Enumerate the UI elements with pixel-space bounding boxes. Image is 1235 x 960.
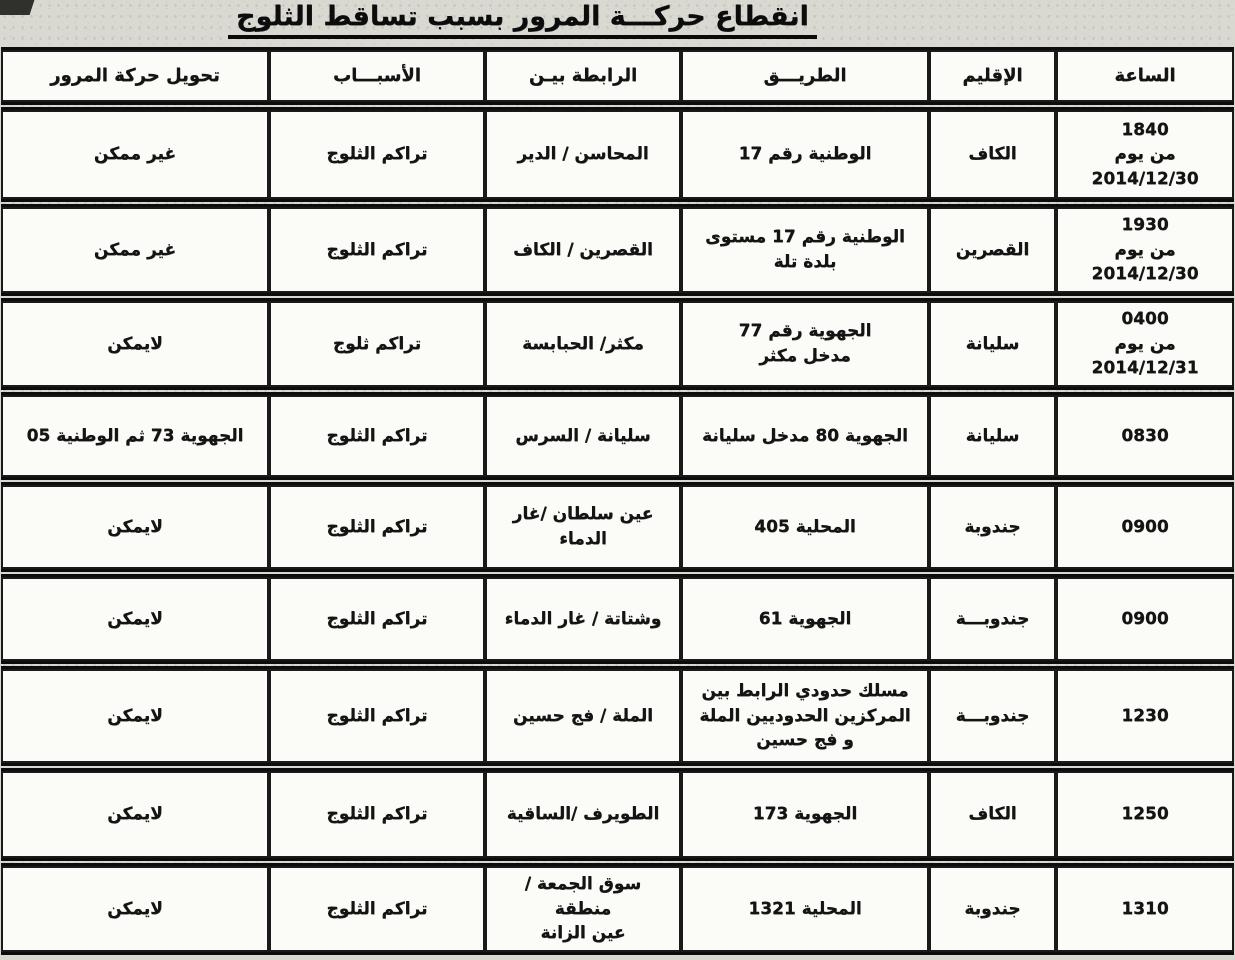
cell-region: الكاف — [929, 110, 1056, 199]
cell-time: 0400 من يوم 2014/12/31 — [1056, 301, 1234, 387]
cell-region: سليانة — [929, 301, 1056, 387]
cell-road: الجهوية 80 مدخل سليانة — [681, 395, 929, 477]
cell-diversion: غير ممكن — [1, 110, 269, 199]
header-cell-diversion: تحويل حركة المرور — [1, 50, 269, 102]
table-header-row: الساعة الإقليم الطريـــق الرابطة بيـن ال… — [1, 47, 1234, 105]
cell-link: سوق الجمعة / منطقة عين الزانة — [485, 866, 681, 952]
cell-time: 1230 — [1056, 669, 1234, 763]
header-cell-time: الساعة — [1056, 50, 1234, 102]
cell-diversion: لايمكن — [1, 771, 269, 858]
cell-diversion: الجهوية 73 ثم الوطنية 05 — [1, 395, 269, 477]
cell-diversion: لايمكن — [1, 577, 269, 661]
cell-region: جندوبـــة — [929, 669, 1056, 763]
table-row: 1840 من يوم 2014/12/30 الكاف الوطنية رقم… — [1, 107, 1234, 202]
cell-time: 1930 من يوم 2014/12/30 — [1056, 207, 1234, 293]
cell-region: جندوبـــة — [929, 577, 1056, 661]
header-cell-region: الإقليم — [929, 50, 1056, 102]
cell-time: 0830 — [1056, 395, 1234, 477]
cell-link: مكثر/ الحبابسة — [485, 301, 681, 387]
table-row: 0900 جندوبة المحلية 405 عين سلطان /غار ا… — [1, 482, 1234, 572]
cell-cause: تراكم ثلوج — [269, 301, 485, 387]
cell-link: القصرين / الكاف — [485, 207, 681, 293]
cell-link: وشتاتة / غار الدماء — [485, 577, 681, 661]
cell-region: الكاف — [929, 771, 1056, 858]
table-row: 0900 جندوبـــة الجهوية 61 وشتاتة / غار ا… — [1, 574, 1234, 664]
cell-diversion: لايمكن — [1, 485, 269, 569]
cell-road: الوطنية رقم 17 — [681, 110, 929, 199]
cell-diversion: غير ممكن — [1, 207, 269, 293]
cell-time: 1840 من يوم 2014/12/30 — [1056, 110, 1234, 199]
cell-link: عين سلطان /غار الدماء — [485, 485, 681, 569]
cell-diversion: لايمكن — [1, 669, 269, 763]
table-row: 1930 من يوم 2014/12/30 القصرين الوطنية ر… — [1, 204, 1234, 296]
cell-cause: تراكم الثلوج — [269, 395, 485, 477]
cell-time: 0900 — [1056, 577, 1234, 661]
traffic-interruption-table: الساعة الإقليم الطريـــق الرابطة بيـن ال… — [1, 47, 1234, 957]
cell-cause: تراكم الثلوج — [269, 866, 485, 952]
table-row: 1230 جندوبـــة مسلك حدودي الرابط بين الم… — [1, 666, 1234, 766]
cell-region: جندوبة — [929, 866, 1056, 952]
cell-diversion: لايمكن — [1, 301, 269, 387]
cell-link: الملة / فج حسين — [485, 669, 681, 763]
cell-road: المحلية 1321 — [681, 866, 929, 952]
cell-road: مسلك حدودي الرابط بين المركزين الحدوديين… — [681, 669, 929, 763]
cell-region: جندوبة — [929, 485, 1056, 569]
cell-time: 1250 — [1056, 771, 1234, 858]
document-title: انقطاع حركـــة المرور بسبب تساقط الثلوج — [228, 1, 817, 39]
cell-cause: تراكم الثلوج — [269, 577, 485, 661]
cell-road: الجهوية 61 — [681, 577, 929, 661]
cell-road: الجهوية 173 — [681, 771, 929, 858]
header-cell-cause: الأسبـــاب — [269, 50, 485, 102]
cell-cause: تراكم الثلوج — [269, 110, 485, 199]
table-row: 1310 جندوبة المحلية 1321 سوق الجمعة / من… — [1, 863, 1234, 955]
cell-road: الوطنية رقم 17 مستوى بلدة تلة — [681, 207, 929, 293]
cell-time: 0900 — [1056, 485, 1234, 569]
cell-region: سليانة — [929, 395, 1056, 477]
cell-link: سليانة / السرس — [485, 395, 681, 477]
table-row: 0400 من يوم 2014/12/31 سليانة الجهوية رق… — [1, 298, 1234, 390]
cell-link: المحاسن / الدير — [485, 110, 681, 199]
scan-artifact — [0, 0, 35, 15]
cell-road: الجهوية رقم 77 مدخل مكثر — [681, 301, 929, 387]
cell-cause: تراكم الثلوج — [269, 771, 485, 858]
table-row: 0830 سليانة الجهوية 80 مدخل سليانة سليان… — [1, 392, 1234, 480]
cell-cause: تراكم الثلوج — [269, 669, 485, 763]
cell-link: الطويرف /الساقية — [485, 771, 681, 858]
cell-region: القصرين — [929, 207, 1056, 293]
table-row: 1250 الكاف الجهوية 173 الطويرف /الساقية … — [1, 768, 1234, 861]
cell-diversion: لايمكن — [1, 866, 269, 952]
header-cell-road: الطريـــق — [681, 50, 929, 102]
cell-time: 1310 — [1056, 866, 1234, 952]
cell-cause: تراكم الثلوج — [269, 207, 485, 293]
cell-road: المحلية 405 — [681, 485, 929, 569]
header-cell-link: الرابطة بيـن — [485, 50, 681, 102]
cell-cause: تراكم الثلوج — [269, 485, 485, 569]
